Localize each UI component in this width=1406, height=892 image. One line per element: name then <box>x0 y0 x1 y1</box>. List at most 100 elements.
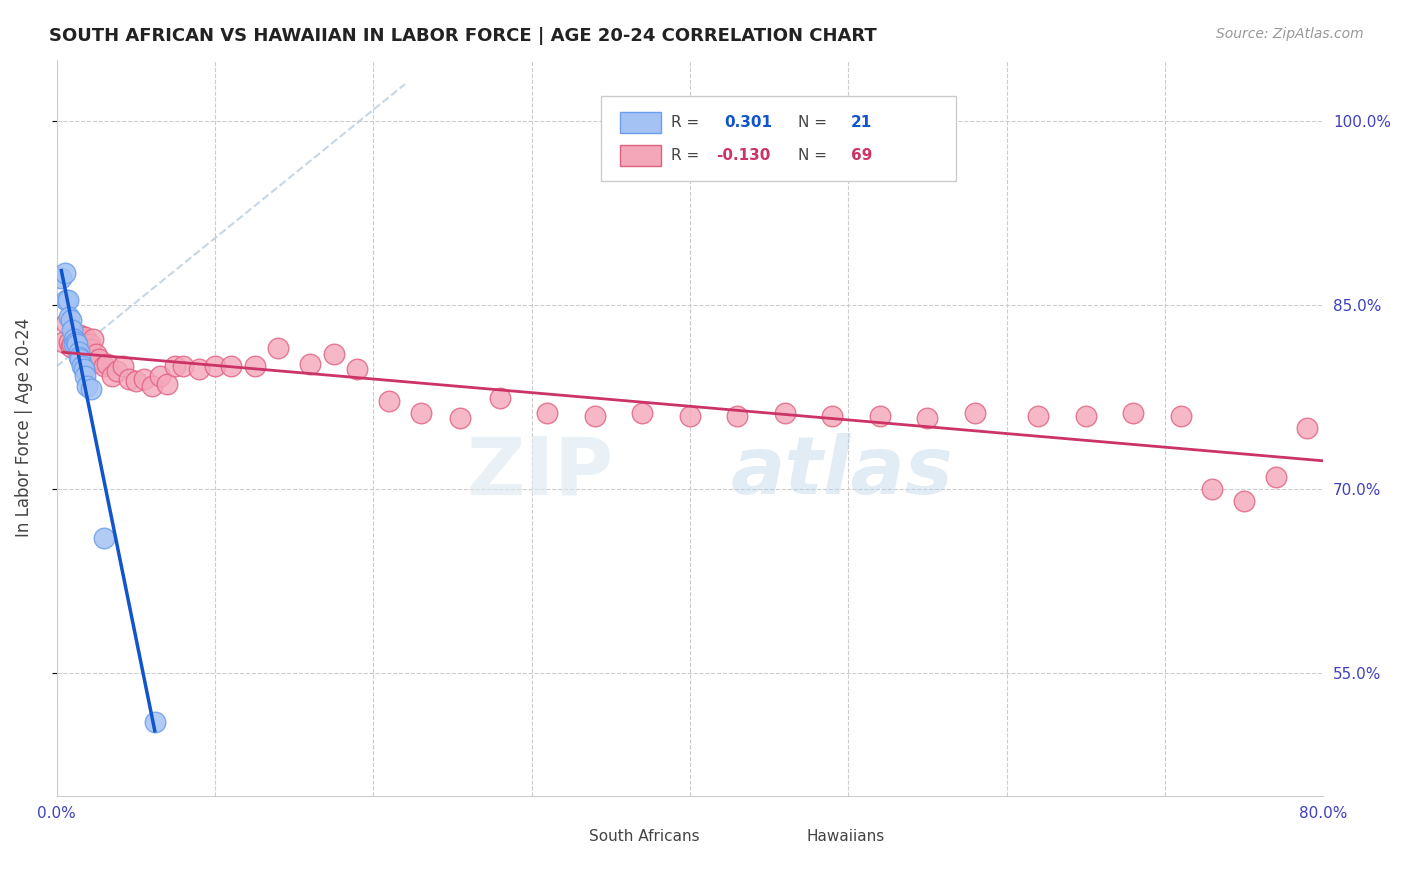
Point <box>1233 494 1256 508</box>
Point <box>409 406 432 420</box>
Point <box>172 359 194 374</box>
Point <box>79 337 101 351</box>
Point <box>75 369 97 384</box>
Point <box>75 344 97 359</box>
Point <box>70 359 93 374</box>
Point <box>83 354 105 368</box>
Text: 21: 21 <box>851 115 872 129</box>
Point <box>219 359 242 374</box>
Point <box>72 362 94 376</box>
Text: R =: R = <box>671 148 704 163</box>
Point <box>773 406 796 420</box>
Point <box>63 333 86 347</box>
Point <box>52 334 75 349</box>
Point <box>1122 406 1144 420</box>
Point <box>55 293 77 308</box>
Point <box>66 341 89 355</box>
Point <box>449 411 471 425</box>
Point <box>298 357 321 371</box>
Point <box>963 406 986 420</box>
Point <box>80 343 103 357</box>
Point <box>917 411 939 425</box>
Point <box>536 406 558 420</box>
Point <box>101 369 124 384</box>
Point <box>82 333 104 347</box>
Point <box>143 715 166 730</box>
Point <box>65 334 87 349</box>
Point <box>132 372 155 386</box>
Point <box>725 409 748 423</box>
Text: R =: R = <box>671 115 704 129</box>
Point <box>1296 421 1319 435</box>
Text: N =: N = <box>797 115 831 129</box>
Point <box>67 350 90 364</box>
Point <box>89 352 111 367</box>
Point <box>1264 470 1286 484</box>
Point <box>583 409 606 423</box>
Bar <box>620 112 661 133</box>
Text: South Africans: South Africans <box>589 829 699 844</box>
Point <box>821 409 844 423</box>
Point <box>53 266 76 280</box>
Point <box>679 409 702 423</box>
Point <box>346 362 368 376</box>
Text: ZIP: ZIP <box>467 433 614 511</box>
Text: atlas: atlas <box>731 433 953 511</box>
FancyBboxPatch shape <box>602 96 956 181</box>
Point <box>1201 482 1223 496</box>
Point <box>76 337 98 351</box>
Point <box>148 369 170 384</box>
Point <box>56 293 79 308</box>
Point <box>489 392 512 406</box>
Text: SOUTH AFRICAN VS HAWAIIAN IN LABOR FORCE | AGE 20-24 CORRELATION CHART: SOUTH AFRICAN VS HAWAIIAN IN LABOR FORCE… <box>49 27 877 45</box>
Point <box>118 372 141 386</box>
Point <box>72 337 94 351</box>
Point <box>141 379 163 393</box>
Point <box>869 409 891 423</box>
Point <box>62 337 84 351</box>
Point <box>77 347 100 361</box>
Point <box>93 359 115 374</box>
Bar <box>759 828 797 846</box>
Point <box>58 310 80 325</box>
Text: -0.130: -0.130 <box>717 148 770 163</box>
Text: Hawaiians: Hawaiians <box>807 829 884 844</box>
Bar <box>620 145 661 166</box>
Point <box>69 337 91 351</box>
Point <box>378 393 401 408</box>
Bar <box>544 828 582 846</box>
Point <box>243 359 266 374</box>
Y-axis label: In Labor Force | Age 20-24: In Labor Force | Age 20-24 <box>15 318 32 538</box>
Point <box>69 327 91 342</box>
Point <box>1026 409 1049 423</box>
Point <box>96 357 118 371</box>
Point <box>51 271 73 285</box>
Point <box>59 313 82 327</box>
Point <box>75 330 97 344</box>
Point <box>204 359 226 374</box>
Point <box>58 334 80 349</box>
Point <box>69 352 91 367</box>
Point <box>66 337 89 351</box>
Point <box>84 347 107 361</box>
Point <box>93 531 115 545</box>
Point <box>55 317 77 331</box>
Point <box>112 359 135 374</box>
Point <box>105 364 128 378</box>
Point <box>156 376 179 391</box>
Point <box>63 337 86 351</box>
Point <box>76 379 98 393</box>
Point <box>188 362 211 376</box>
Point <box>322 347 344 361</box>
Point <box>59 340 82 354</box>
Point <box>1170 409 1192 423</box>
Point <box>67 344 90 359</box>
Point <box>70 333 93 347</box>
Text: 0.301: 0.301 <box>724 115 772 129</box>
Point <box>165 359 187 374</box>
Point <box>62 323 84 337</box>
Point <box>67 328 90 343</box>
Text: 69: 69 <box>851 148 872 163</box>
Point <box>1074 409 1097 423</box>
Point <box>631 406 654 420</box>
